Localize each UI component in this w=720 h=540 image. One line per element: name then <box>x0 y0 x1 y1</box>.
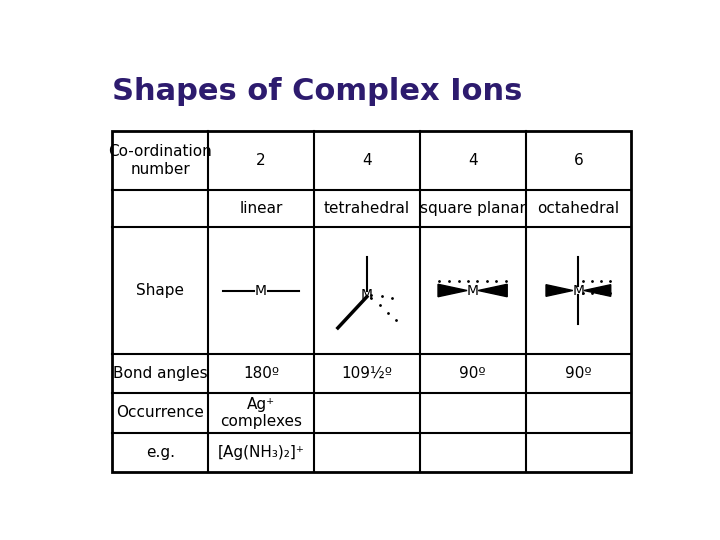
Polygon shape <box>478 284 507 297</box>
Text: Shapes of Complex Ions: Shapes of Complex Ions <box>112 77 523 106</box>
Text: octahedral: octahedral <box>537 201 619 216</box>
Polygon shape <box>584 285 611 296</box>
Text: Shape: Shape <box>136 283 184 298</box>
Text: tetrahedral: tetrahedral <box>324 201 410 216</box>
Text: linear: linear <box>240 201 283 216</box>
Text: Occurrence: Occurrence <box>117 406 204 421</box>
Text: 180º: 180º <box>243 366 279 381</box>
Text: 4: 4 <box>468 153 477 168</box>
Polygon shape <box>546 285 573 296</box>
Text: M: M <box>361 288 373 302</box>
Text: Co-ordination
number: Co-ordination number <box>109 144 212 177</box>
Text: 6: 6 <box>574 153 583 168</box>
Text: 2: 2 <box>256 153 266 168</box>
Text: M: M <box>255 284 267 298</box>
Text: 109½º: 109½º <box>341 366 392 381</box>
Text: Bond angles: Bond angles <box>113 366 207 381</box>
Text: 90º: 90º <box>459 366 486 381</box>
Text: square planar: square planar <box>420 201 526 216</box>
Text: M: M <box>467 284 479 298</box>
Text: M: M <box>572 284 585 298</box>
Text: 90º: 90º <box>565 366 592 381</box>
Text: 4: 4 <box>362 153 372 168</box>
Text: [Ag(NH₃)₂]⁺: [Ag(NH₃)₂]⁺ <box>217 445 305 460</box>
Text: Ag⁺
complexes: Ag⁺ complexes <box>220 397 302 429</box>
Text: e.g.: e.g. <box>145 445 175 460</box>
Polygon shape <box>438 284 467 297</box>
